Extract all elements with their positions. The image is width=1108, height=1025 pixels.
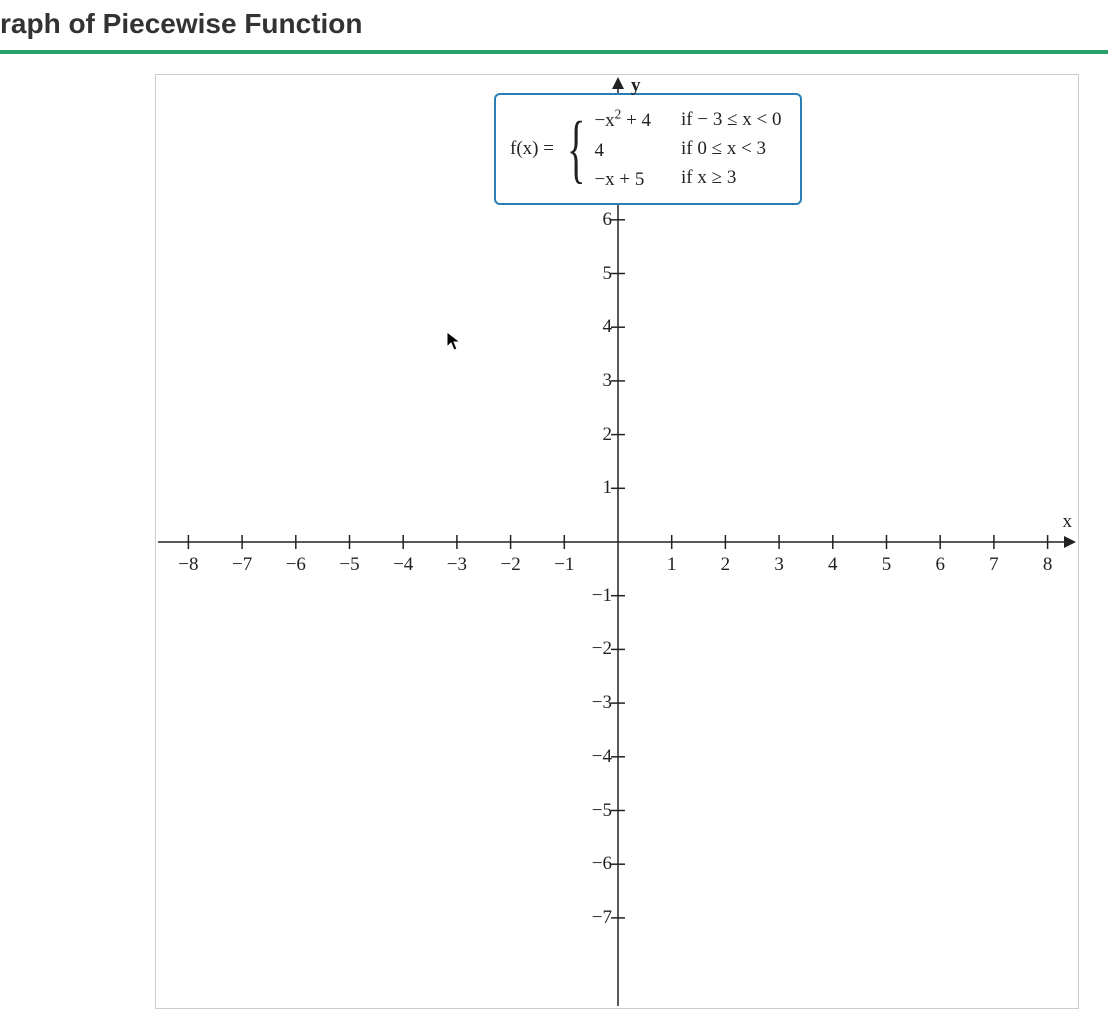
- piecewise-formula-box: f(x) = { −x2 + 4 if − 3 ≤ x < 0 4 if 0 ≤…: [494, 93, 802, 205]
- x-tick-label: −5: [336, 554, 364, 576]
- x-tick-label: 6: [926, 554, 954, 576]
- curly-brace-icon: {: [567, 111, 585, 187]
- y-tick-label: −7: [584, 907, 612, 929]
- x-tick-label: 8: [1034, 554, 1062, 576]
- x-tick-label: 7: [980, 554, 1008, 576]
- x-tick-label: 5: [873, 554, 901, 576]
- y-tick-label: 6: [584, 209, 612, 231]
- x-tick-label: 3: [765, 554, 793, 576]
- x-tick-label: −6: [282, 554, 310, 576]
- piece-3-expr: −x + 5: [594, 169, 644, 190]
- piece-1-expr: −x2 + 4: [594, 110, 651, 131]
- axes: [156, 75, 1078, 1008]
- y-tick-label: 2: [584, 424, 612, 446]
- x-tick-label: −8: [174, 554, 202, 576]
- y-tick-label: −1: [584, 585, 612, 607]
- y-tick-label: 3: [584, 370, 612, 392]
- coordinate-plane: f(x) = { −x2 + 4 if − 3 ≤ x < 0 4 if 0 ≤…: [155, 74, 1079, 1009]
- y-tick-label: −4: [584, 746, 612, 768]
- title-divider: [0, 50, 1108, 54]
- piece-2-cond: if 0 ≤ x < 3: [681, 138, 766, 159]
- x-tick-label: −2: [497, 554, 525, 576]
- x-tick-label: −4: [389, 554, 417, 576]
- x-tick-label: −3: [443, 554, 471, 576]
- y-tick-label: −3: [584, 692, 612, 714]
- x-axis-label: x: [1063, 511, 1073, 533]
- x-tick-label: 2: [711, 554, 739, 576]
- y-tick-label: 1: [584, 477, 612, 499]
- x-tick-label: −1: [550, 554, 578, 576]
- y-tick-label: 4: [584, 316, 612, 338]
- piece-1-cond: if − 3 ≤ x < 0: [681, 109, 781, 130]
- x-tick-label: −7: [228, 554, 256, 576]
- y-tick-label: 5: [584, 263, 612, 285]
- y-tick-label: −6: [584, 853, 612, 875]
- x-tick-label: 1: [658, 554, 686, 576]
- y-axis-label: y: [631, 75, 641, 97]
- formula-lhs: f(x) =: [510, 138, 554, 159]
- page-title: raph of Piecewise Function: [0, 0, 1108, 50]
- piece-2-expr: 4: [594, 140, 604, 161]
- piece-3-cond: if x ≥ 3: [681, 167, 736, 188]
- x-tick-label: 4: [819, 554, 847, 576]
- y-tick-label: −5: [584, 800, 612, 822]
- y-tick-label: −2: [584, 638, 612, 660]
